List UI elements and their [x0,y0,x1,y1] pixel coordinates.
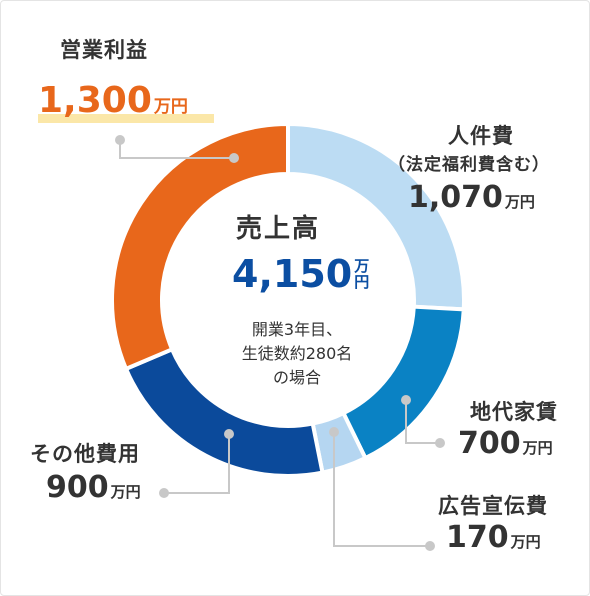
other-expenses-leader-dot [224,429,234,439]
advertising-leader-dot [425,541,435,551]
center-total-value: 4,150 [232,252,353,296]
advertising-leader-line [333,432,430,547]
advertising-value-group: 170 万円 [446,520,541,555]
center-note-line3: の場合 [272,368,321,387]
center-unit-char: 万 [354,257,370,275]
rent-label: 地代家賃 [470,400,558,424]
center-note-line2: 生徒数約280名 [241,344,353,363]
rent-value: 700 [458,426,521,461]
profit-unit: 万円 [153,97,188,117]
rent-leader-dot [401,395,411,405]
advertising-value: 170 [446,520,509,555]
other-expenses-value: 900 [46,470,109,505]
labor-unit: 万円 [504,193,535,211]
labor-value: 1,070 [408,180,503,215]
other-expenses-leader-dot [159,488,169,498]
center-note-line1: 開業3年目、 [251,320,343,339]
profit-highlight [38,114,214,123]
other-expenses-value-group: 900 万円 [46,470,141,505]
labor-sublabel: （法定福利費含む） [388,155,550,175]
center-disc [166,178,410,422]
profit-leader-dot [229,153,239,163]
other-expenses-unit: 万円 [110,483,141,501]
profit-label: 営業利益 [60,38,148,62]
center-title: 売上高 [236,214,321,244]
other-expenses-leader-line [164,434,230,494]
rent-leader-line [405,400,440,444]
center-total-group: 4,150 万円 [232,252,369,296]
rent-unit: 万円 [522,439,553,457]
profit-slice [110,121,290,372]
other-expenses-label: その他費用 [30,442,140,466]
profit-value-group: 1,300 万円 [38,80,188,121]
profit-value: 1,300 [38,80,152,121]
center-note: 開業3年目、 生徒数約280名 の場合 [222,318,372,390]
labor-label: 人件費 [448,124,514,148]
rent-value-group: 700 万円 [458,426,553,461]
advertising-unit: 万円 [510,533,541,551]
labor-value-group: 1,070 万円 [408,180,535,215]
advertising-leader-dot [329,427,339,437]
rent-leader-dot [435,438,445,448]
profit-leader-line [119,140,234,159]
center-unit-char: 円 [354,273,370,291]
profit-leader-dot [115,135,125,145]
center-total-unit: 万円 [354,258,369,290]
advertising-label: 広告宣伝費 [438,494,548,518]
